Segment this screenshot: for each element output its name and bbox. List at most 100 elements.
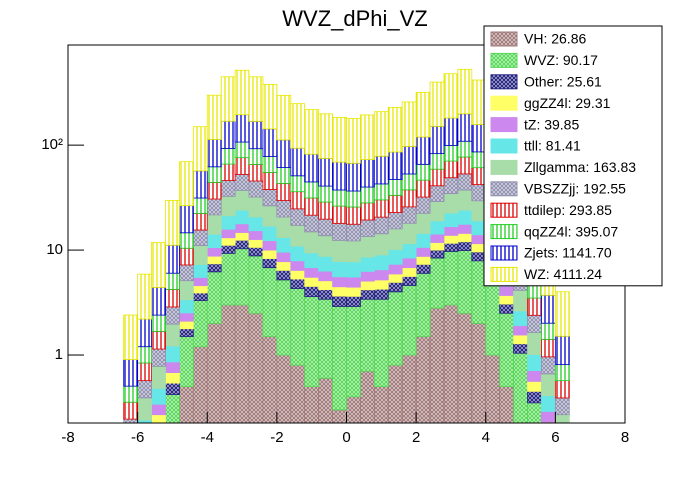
histogram-bar bbox=[513, 334, 528, 345]
histogram-bar bbox=[401, 257, 417, 269]
histogram-bar bbox=[165, 200, 180, 246]
histogram-bar bbox=[429, 125, 445, 155]
histogram-bar bbox=[206, 139, 222, 168]
plot-area bbox=[123, 68, 570, 424]
histogram-bar bbox=[206, 271, 222, 324]
histogram-bar bbox=[165, 394, 180, 424]
histogram-bar bbox=[554, 414, 570, 424]
histogram-bar bbox=[137, 318, 152, 348]
histogram-bar bbox=[443, 212, 459, 228]
histogram-bar bbox=[165, 345, 180, 363]
legend-box bbox=[483, 25, 663, 287]
histogram-bar bbox=[373, 111, 389, 157]
legend-swatch bbox=[490, 159, 518, 175]
histogram-bar bbox=[513, 325, 528, 336]
histogram-bar bbox=[346, 306, 361, 398]
histogram-bar bbox=[304, 386, 320, 424]
histogram-bar bbox=[401, 243, 417, 259]
histogram-bar bbox=[443, 73, 459, 119]
histogram-bar bbox=[234, 223, 250, 233]
histogram-bar bbox=[192, 277, 208, 287]
x-tick-label: -6 bbox=[131, 429, 144, 446]
histogram-bar bbox=[290, 103, 306, 149]
histogram-bar bbox=[415, 272, 431, 337]
histogram-bar bbox=[248, 76, 264, 122]
histogram-bar bbox=[360, 186, 375, 204]
histogram-bar bbox=[541, 322, 556, 340]
legend-label: ttll: 81.41 bbox=[524, 138, 581, 154]
histogram-bar bbox=[165, 244, 180, 274]
histogram-bar bbox=[192, 170, 208, 199]
histogram-bar bbox=[332, 189, 347, 207]
histogram-bar bbox=[387, 364, 403, 424]
histogram-bar bbox=[151, 287, 166, 316]
histogram-bar bbox=[178, 232, 194, 249]
histogram-bar bbox=[401, 285, 417, 356]
histogram-bar bbox=[373, 216, 389, 235]
histogram-bar bbox=[429, 168, 445, 187]
histogram-bar bbox=[206, 247, 222, 257]
histogram-bar bbox=[387, 194, 403, 213]
histogram-bar bbox=[123, 385, 139, 403]
histogram-bar bbox=[443, 304, 459, 424]
histogram-bar bbox=[373, 279, 389, 290]
histogram-bar bbox=[290, 224, 306, 247]
histogram-bar bbox=[304, 252, 320, 269]
histogram-bar bbox=[541, 411, 556, 423]
histogram-bar bbox=[360, 236, 375, 258]
histogram-bar bbox=[192, 126, 208, 172]
histogram-bar bbox=[192, 213, 208, 231]
histogram-bar bbox=[360, 280, 375, 291]
histogram-bar bbox=[123, 314, 139, 360]
x-tick-label: -8 bbox=[61, 429, 74, 446]
histogram-bar bbox=[248, 180, 264, 198]
histogram-bar bbox=[304, 197, 320, 216]
histogram-bar bbox=[206, 181, 222, 200]
histogram-bar bbox=[206, 198, 222, 216]
histogram-bar bbox=[206, 214, 222, 235]
histogram-bar bbox=[485, 282, 501, 356]
histogram-bar bbox=[401, 101, 417, 147]
histogram-bar bbox=[318, 185, 333, 203]
histogram-bar bbox=[387, 106, 403, 153]
histogram-bar bbox=[457, 241, 473, 251]
legend-swatch bbox=[490, 95, 518, 111]
histogram-bar bbox=[234, 209, 250, 225]
y-tick-label: 1 bbox=[55, 346, 63, 363]
legend-swatch bbox=[490, 181, 518, 197]
histogram-bar bbox=[206, 263, 222, 273]
histogram-bar bbox=[178, 264, 194, 282]
histogram-bar bbox=[290, 278, 306, 289]
histogram-bar bbox=[554, 380, 570, 399]
histogram-bar bbox=[318, 280, 333, 291]
histogram-bar bbox=[429, 201, 445, 222]
histogram-bar bbox=[346, 396, 361, 424]
histogram-bar bbox=[276, 200, 292, 218]
histogram-bar bbox=[346, 118, 361, 164]
histogram-bar bbox=[360, 370, 375, 424]
histogram-bar bbox=[137, 397, 152, 421]
histogram-bar bbox=[457, 173, 473, 191]
histogram-bar bbox=[499, 312, 514, 388]
histogram-bar bbox=[415, 256, 431, 265]
x-tick-label: -4 bbox=[201, 429, 214, 446]
legend: VH: 26.86 WVZ: 90.17 Other: 25.61 ggZZ4l: 2… bbox=[483, 25, 663, 287]
histogram-bar bbox=[248, 255, 264, 314]
histogram-bar bbox=[220, 228, 236, 239]
histogram-bar bbox=[178, 328, 194, 337]
histogram-bar bbox=[443, 234, 459, 244]
histogram-bar bbox=[429, 81, 445, 127]
histogram-bar bbox=[346, 276, 361, 288]
histogram-bar bbox=[373, 254, 389, 271]
histogram-bar bbox=[262, 84, 278, 130]
histogram-bar bbox=[304, 296, 320, 388]
histogram-bar bbox=[318, 289, 333, 300]
histogram-bar bbox=[220, 120, 236, 149]
histogram-bar bbox=[457, 233, 473, 243]
histogram-bar bbox=[178, 312, 194, 322]
histogram-bar bbox=[151, 365, 166, 389]
histogram-bar bbox=[304, 231, 320, 254]
x-tick-label: 0 bbox=[342, 429, 350, 446]
histogram-bar bbox=[318, 201, 333, 220]
histogram-bar bbox=[429, 185, 445, 202]
